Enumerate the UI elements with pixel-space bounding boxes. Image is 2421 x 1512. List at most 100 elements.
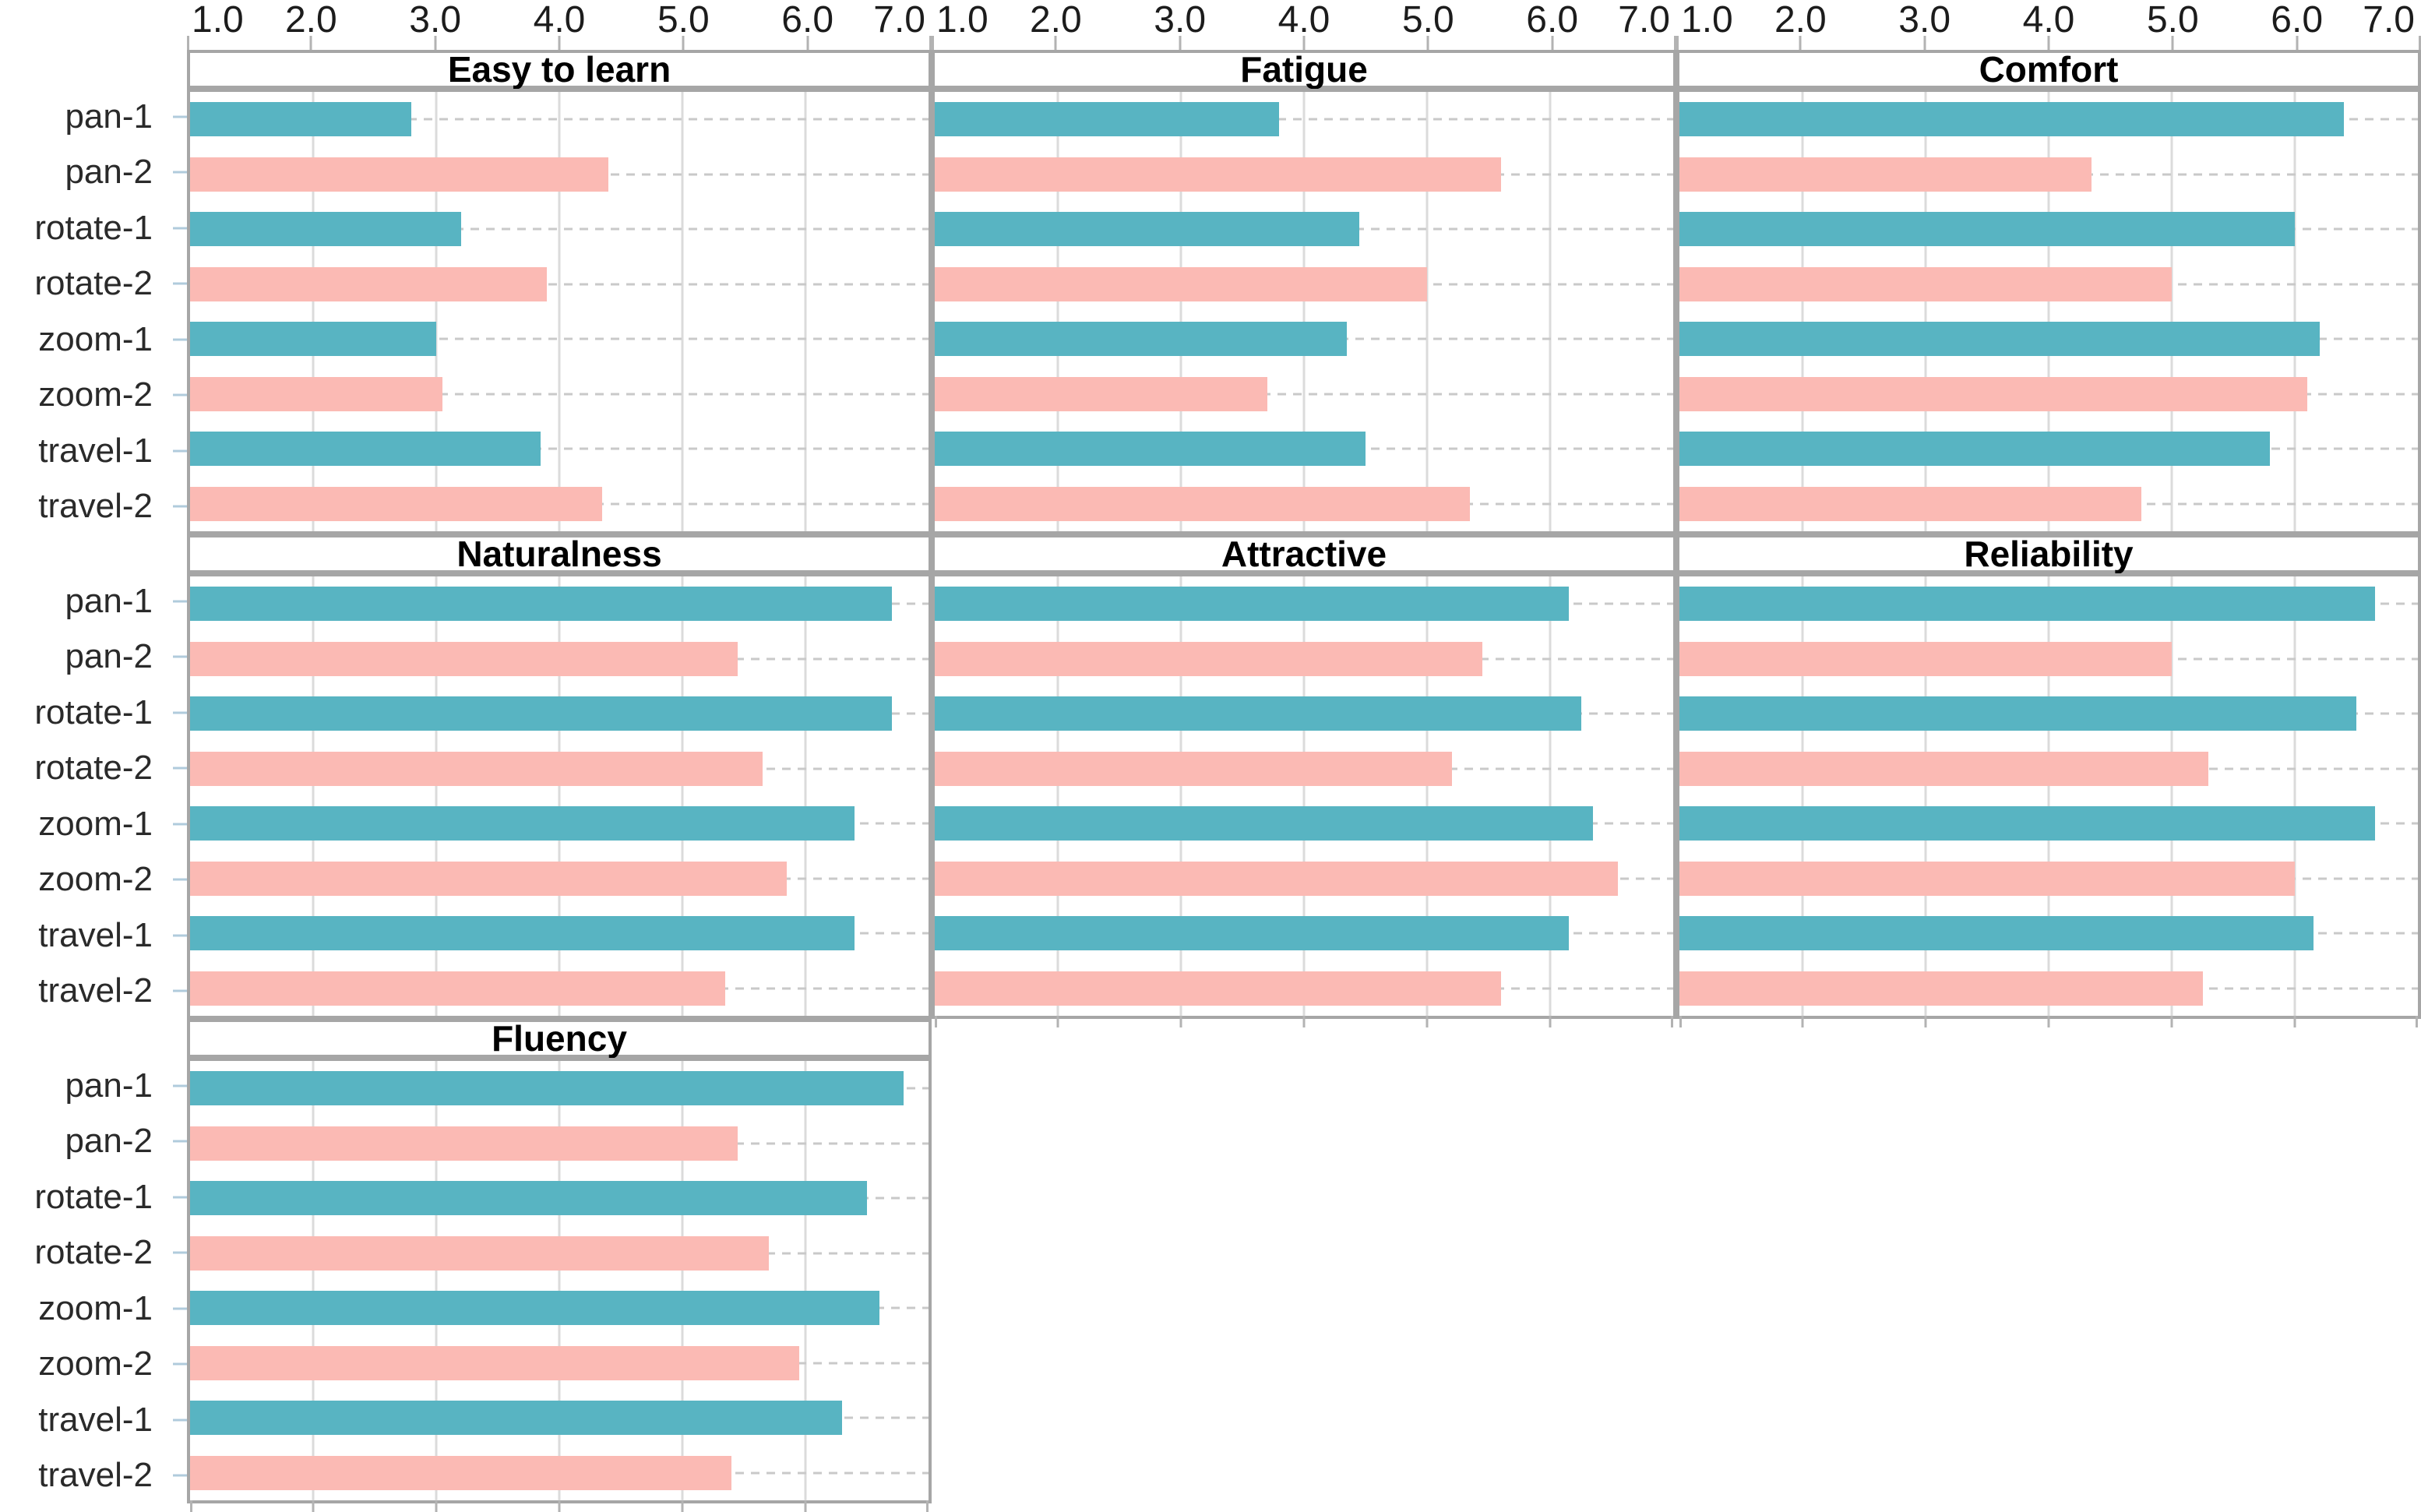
vertical-gridline	[558, 1061, 561, 1500]
category-tick-mark	[173, 1307, 187, 1310]
row-rule-dashed	[190, 118, 929, 121]
axis-tick-mark	[2047, 36, 2050, 50]
bar-attractive-travel-2	[935, 971, 1501, 1006]
axis-tick-label: 4.0	[1277, 0, 1330, 41]
bottom-axis-tick-mark	[681, 1500, 684, 1512]
top-axis-column-1: 1.0 2.0 3.0 4.0 5.0 6.0 7.0	[187, 0, 932, 50]
category-label-pan-2: pan-2	[65, 153, 153, 192]
vertical-gridline	[1549, 92, 1552, 531]
vertical-gridline	[1056, 576, 1059, 1016]
vertical-gridline	[558, 576, 561, 1016]
bar-easy-to-learn-travel-2	[190, 486, 603, 521]
bar-fatigue-travel-2	[935, 486, 1471, 521]
top-axis-column-3: 1.0 2.0 3.0 4.0 5.0 6.0 7.0	[1676, 0, 2421, 50]
axis-tick-mark	[2296, 36, 2299, 50]
axis-tick-label: 7.0	[2363, 0, 2415, 41]
bar-naturalness-travel-2	[190, 971, 726, 1006]
bar-reliability-zoom-1	[1679, 806, 2375, 841]
bar-reliability-pan-1	[1679, 587, 2375, 622]
plot-area-easy-to-learn	[187, 89, 932, 534]
bottom-axis-tick-mark	[1425, 1016, 1429, 1027]
plot-area-naturalness	[187, 573, 932, 1019]
bottom-axis-tick-mark	[926, 1500, 929, 1512]
category-label-pan-1: pan-1	[65, 581, 153, 620]
category-tick-mark	[173, 1140, 187, 1143]
bar-fluency-pan-1	[190, 1071, 904, 1106]
category-label-pan-2: pan-2	[65, 637, 153, 676]
row-rule-dashed	[935, 118, 1673, 121]
axis-tick-mark	[1426, 36, 1429, 50]
axis-tick-mark	[309, 36, 312, 50]
category-label-zoom-2: zoom-2	[38, 1345, 153, 1383]
vertical-gridline	[1056, 92, 1059, 531]
axis-tick-label: 4.0	[2022, 0, 2075, 41]
axis-tick-label: 1.0	[192, 0, 244, 41]
bar-reliability-rotate-1	[1679, 696, 2356, 731]
bar-attractive-pan-2	[935, 641, 1483, 676]
vertical-gridline	[2293, 92, 2296, 531]
vertical-gridline	[1425, 92, 1429, 531]
bar-comfort-travel-2	[1679, 486, 2141, 521]
bar-naturalness-rotate-1	[190, 696, 892, 731]
bar-reliability-travel-1	[1679, 916, 2314, 951]
axis-tick-mark	[682, 36, 685, 50]
bar-attractive-zoom-1	[935, 806, 1594, 841]
panel-title-fluency: Fluency	[492, 1018, 627, 1059]
bottom-axis-tick-mark	[2293, 1016, 2296, 1027]
bar-fatigue-pan-1	[935, 102, 1280, 137]
category-label-travel-2: travel-2	[38, 971, 153, 1010]
category-label-rotate-2: rotate-2	[34, 1233, 153, 1272]
axis-tick-mark	[2419, 36, 2421, 50]
vertical-gridline	[681, 92, 684, 531]
category-label-travel-2: travel-2	[38, 487, 153, 526]
vertical-gridline	[312, 92, 315, 531]
category-tick-mark	[173, 449, 187, 453]
category-tick-mark	[173, 1251, 187, 1254]
vertical-gridline	[804, 1061, 807, 1500]
bar-fatigue-pan-2	[935, 157, 1501, 192]
bottom-axis-tick-mark	[1671, 1016, 1673, 1027]
category-tick-mark	[173, 171, 187, 174]
bar-comfort-rotate-1	[1679, 212, 2295, 247]
vertical-gridline	[1302, 576, 1306, 1016]
bottom-axis-tick-mark	[1056, 1016, 1059, 1027]
category-tick-mark	[173, 505, 187, 508]
vertical-gridline	[312, 1061, 315, 1500]
bar-fluency-zoom-2	[190, 1345, 800, 1380]
panel-title-reliability: Reliability	[1964, 534, 2134, 574]
bottom-axis-tick-mark	[1549, 1016, 1552, 1027]
bar-naturalness-zoom-1	[190, 806, 855, 841]
vertical-gridline	[435, 576, 438, 1016]
axis-tick-label: 5.0	[1401, 0, 1454, 41]
axis-tick-mark	[434, 36, 437, 50]
bar-easy-to-learn-travel-1	[190, 432, 541, 467]
axis-tick-mark	[187, 36, 189, 50]
bar-comfort-zoom-1	[1679, 322, 2320, 357]
bar-comfort-pan-2	[1679, 157, 2092, 192]
panel-header-fatigue: Fatigue	[932, 50, 1676, 89]
bar-fluency-travel-2	[190, 1455, 732, 1490]
bottom-axis-tick-mark	[2047, 1016, 2050, 1027]
row-rule-dashed	[190, 447, 929, 450]
vertical-gridline	[1302, 92, 1306, 531]
axis-tick-label: 1.0	[936, 0, 988, 41]
bar-attractive-rotate-2	[935, 751, 1452, 786]
plot-area-fatigue	[932, 89, 1676, 534]
bar-fatigue-zoom-1	[935, 322, 1348, 357]
axis-tick-label: 2.0	[284, 0, 337, 41]
axis-tick-label: 5.0	[657, 0, 710, 41]
row-rule-dashed	[190, 393, 929, 396]
category-tick-mark	[173, 823, 187, 826]
bar-easy-to-learn-zoom-1	[190, 322, 436, 357]
bottom-axis-tick-mark	[1179, 1016, 1182, 1027]
axis-tick-label: 2.0	[1774, 0, 1827, 41]
axis-tick-mark	[558, 36, 561, 50]
bottom-axis-tick-mark	[2170, 1016, 2173, 1027]
bar-comfort-pan-1	[1679, 102, 2345, 137]
category-tick-mark	[173, 1084, 187, 1087]
bar-fluency-rotate-1	[190, 1181, 867, 1216]
bottom-axis-tick-mark	[1302, 1016, 1306, 1027]
category-label-rotate-1: rotate-1	[34, 208, 153, 247]
axis-tick-label: 3.0	[1898, 0, 1951, 41]
bar-fluency-pan-2	[190, 1126, 738, 1161]
